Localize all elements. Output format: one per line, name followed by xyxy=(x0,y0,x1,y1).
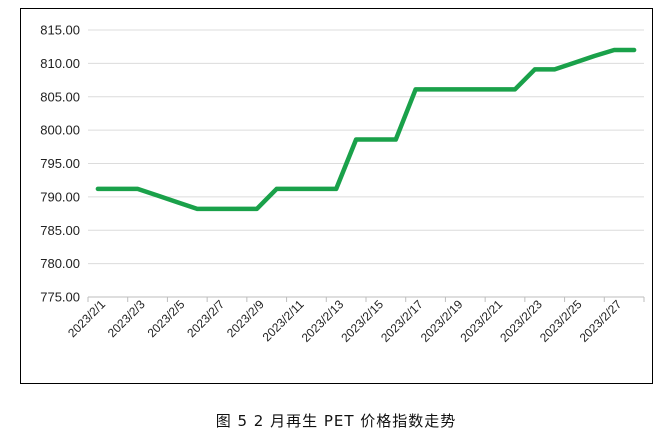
y-tick-label: 780.00 xyxy=(40,256,80,271)
x-tick-label: 2023/2/13 xyxy=(299,297,347,345)
y-tick-label: 785.00 xyxy=(40,223,80,238)
data-point xyxy=(453,87,457,91)
data-point xyxy=(294,187,298,191)
data-point xyxy=(255,207,259,211)
data-point xyxy=(632,48,636,52)
x-tick-label: 2023/2/25 xyxy=(537,297,585,345)
data-point xyxy=(433,87,437,91)
chart-frame: 775.00 780.00 785.00 790.00 795.00 800.00 805.… xyxy=(20,8,653,384)
y-tick-label: 815.00 xyxy=(40,23,80,38)
data-point xyxy=(155,193,159,197)
figure-caption: 图 5 2 月再生 PET 价格指数走势 xyxy=(215,412,457,430)
x-tick-label: 2023/2/19 xyxy=(418,297,466,345)
y-tick-label: 805.00 xyxy=(40,89,80,104)
data-point xyxy=(592,54,596,58)
data-point xyxy=(354,137,358,141)
y-tick-label: 795.00 xyxy=(40,156,80,171)
data-point xyxy=(533,67,537,71)
data-point xyxy=(473,87,477,91)
data-point xyxy=(215,207,219,211)
data-point xyxy=(135,187,139,191)
x-tick-label: 2023/2/17 xyxy=(378,297,426,345)
x-tick-label: 2023/2/27 xyxy=(577,297,625,345)
line-chart: 775.00 780.00 785.00 790.00 795.00 800.00 805.… xyxy=(40,23,645,345)
data-point xyxy=(96,187,100,191)
x-tick-label: 2023/2/5 xyxy=(145,297,188,340)
data-point xyxy=(394,137,398,141)
x-tick-label: 2023/2/7 xyxy=(184,297,227,340)
data-point xyxy=(572,61,576,65)
y-tick-label: 810.00 xyxy=(40,56,80,71)
data-point xyxy=(116,187,120,191)
data-point xyxy=(552,67,556,71)
x-tick-label: 2023/2/15 xyxy=(338,297,386,345)
data-point xyxy=(175,200,179,204)
y-tick-label: 790.00 xyxy=(40,189,80,204)
data-point xyxy=(274,187,278,191)
data-point xyxy=(195,207,199,211)
data-point xyxy=(374,137,378,141)
data-point xyxy=(314,187,318,191)
x-tick-label: 2023/2/23 xyxy=(497,297,545,345)
y-tick-label: 775.00 xyxy=(40,290,80,305)
data-point xyxy=(612,48,616,52)
data-point xyxy=(413,87,417,91)
data-point xyxy=(235,207,239,211)
x-tick-label: 2023/2/21 xyxy=(458,297,506,345)
x-tick-label: 2023/2/3 xyxy=(105,297,148,340)
data-point xyxy=(493,87,497,91)
price-index-line xyxy=(95,47,637,212)
y-tick-label: 800.00 xyxy=(40,123,80,138)
data-point xyxy=(334,187,338,191)
data-point xyxy=(513,87,517,91)
